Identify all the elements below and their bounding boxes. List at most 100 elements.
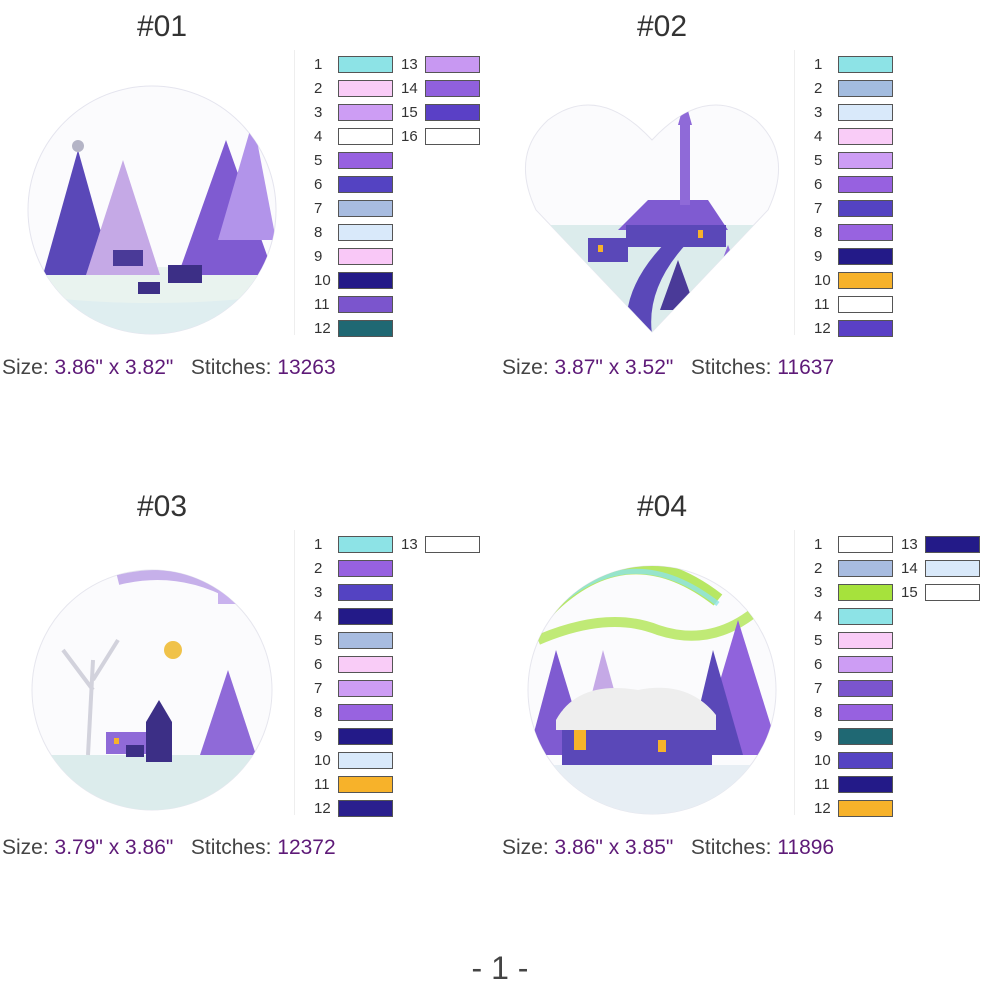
color-swatch-8: 8 — [814, 702, 893, 722]
stitches-value: 11637 — [777, 356, 835, 379]
stitches-label: Stitches: — [190, 836, 272, 859]
swatch-number: 6 — [814, 655, 823, 673]
design-04: #04 1 2 3 — [500, 480, 980, 900]
color-swatch-5: 5 — [314, 150, 393, 170]
swatch-color — [838, 583, 893, 601]
design-01: #01 1 2 3 — [0, 0, 480, 420]
color-swatch-10: 10 — [814, 750, 893, 770]
swatch-number: 10 — [814, 751, 831, 769]
swatch-number: 9 — [314, 727, 323, 745]
size-value: 3.87" x 3.52" — [554, 356, 674, 379]
swatch-color — [338, 799, 393, 817]
color-swatch-15: 15 — [401, 102, 480, 122]
swatch-color — [838, 103, 893, 121]
swatch-color — [338, 631, 393, 649]
swatch-color — [338, 175, 393, 193]
color-swatch-8: 8 — [314, 702, 393, 722]
swatch-color — [338, 247, 393, 265]
swatch-number: 6 — [814, 175, 823, 193]
color-swatch-2: 2 — [814, 78, 893, 98]
color-swatch-10: 10 — [314, 270, 393, 290]
stitches-value: 12372 — [277, 836, 336, 859]
swatch-color — [838, 799, 893, 817]
color-swatch-7: 7 — [814, 678, 893, 698]
swatch-color — [838, 703, 893, 721]
divider — [794, 530, 795, 815]
swatch-color — [338, 103, 393, 121]
swatch-color — [838, 535, 893, 553]
color-swatch-4: 4 — [814, 606, 893, 626]
divider — [794, 50, 795, 335]
swatch-number: 6 — [314, 655, 323, 673]
swatch-number: 7 — [814, 199, 823, 217]
swatch-color — [838, 631, 893, 649]
swatch-color — [338, 199, 393, 217]
swatch-number: 10 — [314, 751, 331, 769]
stitches-label: Stitches: — [690, 836, 772, 859]
swatch-color — [838, 775, 893, 793]
swatch-color — [338, 535, 393, 553]
swatch-color — [838, 199, 893, 217]
color-swatch-9: 9 — [814, 246, 893, 266]
swatch-number: 7 — [314, 679, 323, 697]
swatch-color — [338, 295, 393, 313]
color-swatch-8: 8 — [314, 222, 393, 242]
color-swatch-4: 4 — [314, 126, 393, 146]
swatch-number: 14 — [901, 559, 918, 577]
swatch-color — [838, 295, 893, 313]
color-swatch-14: 14 — [401, 78, 480, 98]
color-swatch-9: 9 — [314, 726, 393, 746]
design-info: Size: 3.79" x 3.86" Stitches: 12372 — [2, 836, 336, 860]
swatch-color — [338, 679, 393, 697]
swatch-color — [925, 583, 980, 601]
swatch-color — [425, 127, 480, 145]
color-swatch-5: 5 — [314, 630, 393, 650]
swatch-color — [838, 151, 893, 169]
color-swatch-1: 1 — [814, 534, 893, 554]
design-title: #03 — [136, 490, 188, 523]
swatch-number: 16 — [401, 127, 418, 145]
stitches-value: 13263 — [277, 356, 336, 379]
swatch-number: 10 — [314, 271, 331, 289]
size-label: Size: — [502, 836, 549, 859]
color-swatch-7: 7 — [314, 678, 393, 698]
design-info: Size: 3.87" x 3.52" Stitches: 11637 — [502, 356, 834, 380]
color-swatch-1: 1 — [314, 54, 393, 74]
swatch-number: 13 — [401, 55, 418, 73]
color-swatch-1: 1 — [814, 54, 893, 74]
swatch-number: 5 — [814, 631, 823, 649]
swatch-color — [338, 223, 393, 241]
swatch-color — [838, 319, 893, 337]
swatch-color — [425, 79, 480, 97]
stitches-label: Stitches: — [190, 356, 272, 379]
color-swatch-8: 8 — [814, 222, 893, 242]
swatch-color — [338, 79, 393, 97]
swatch-color — [338, 319, 393, 337]
stitches-label: Stitches: — [690, 356, 772, 379]
swatch-color — [338, 607, 393, 625]
swatch-number: 15 — [901, 583, 918, 601]
swatch-number: 13 — [401, 535, 418, 553]
color-swatch-6: 6 — [314, 654, 393, 674]
color-swatch-3: 3 — [814, 102, 893, 122]
swatch-number: 8 — [314, 703, 323, 721]
swatch-color — [838, 607, 893, 625]
swatch-color — [838, 55, 893, 73]
swatch-number: 12 — [314, 799, 331, 817]
swatch-color — [838, 727, 893, 745]
swatch-number: 4 — [314, 607, 323, 625]
swatch-number: 2 — [814, 559, 823, 577]
color-swatch-11: 11 — [814, 774, 893, 794]
swatch-color — [838, 127, 893, 145]
color-swatch-7: 7 — [814, 198, 893, 218]
swatch-number: 15 — [401, 103, 418, 121]
swatch-number: 9 — [814, 727, 823, 745]
size-value: 3.86" x 3.85" — [554, 836, 674, 859]
swatch-color — [838, 247, 893, 265]
color-swatch-2: 2 — [314, 78, 393, 98]
swatch-color — [338, 655, 393, 673]
swatch-number: 4 — [314, 127, 323, 145]
swatch-number: 3 — [814, 103, 823, 121]
swatch-number: 8 — [814, 223, 823, 241]
swatch-color — [925, 559, 980, 577]
